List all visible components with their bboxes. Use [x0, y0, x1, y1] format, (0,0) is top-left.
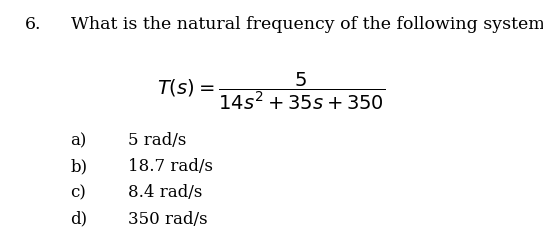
Text: 8.4 rad/s: 8.4 rad/s [128, 185, 202, 201]
Text: d): d) [71, 211, 88, 227]
Text: $T(s) = \dfrac{5}{14s^2 + 35s + 350}$: $T(s) = \dfrac{5}{14s^2 + 35s + 350}$ [157, 70, 386, 112]
Text: a): a) [71, 132, 87, 149]
Text: b): b) [71, 158, 88, 175]
Text: c): c) [71, 185, 86, 201]
Text: 5 rad/s: 5 rad/s [128, 132, 186, 149]
Text: What is the natural frequency of the following system?: What is the natural frequency of the fol… [71, 16, 543, 33]
Text: 350 rad/s: 350 rad/s [128, 211, 207, 227]
Text: 6.: 6. [24, 16, 41, 33]
Text: 18.7 rad/s: 18.7 rad/s [128, 158, 213, 175]
